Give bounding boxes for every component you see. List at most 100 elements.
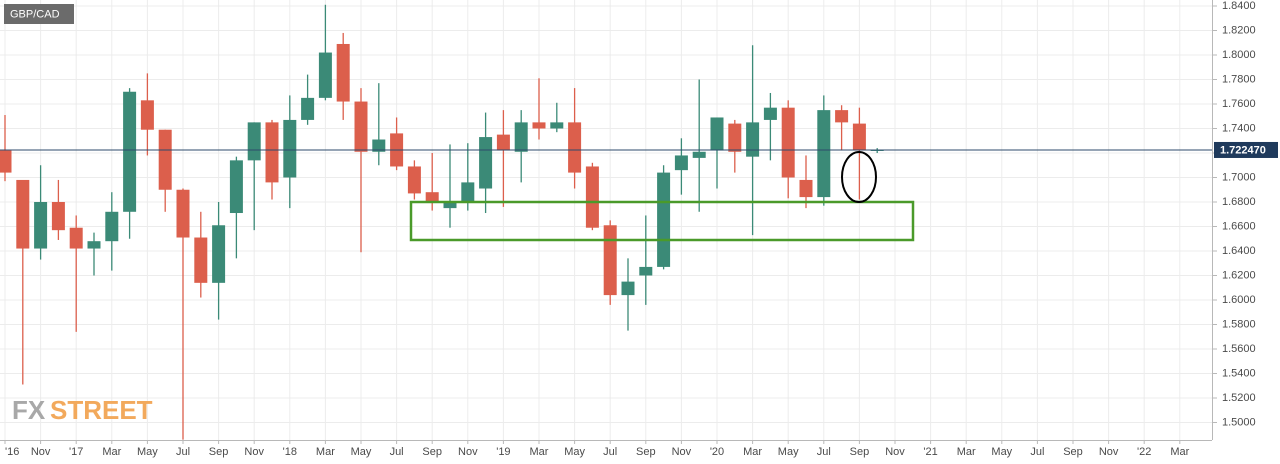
x-tick-label: Jul <box>817 446 831 458</box>
last-price-box <box>1214 141 1278 158</box>
y-tick-label: 1.7400 <box>1222 122 1256 134</box>
y-tick-label: 1.5600 <box>1222 343 1256 355</box>
candle-body <box>301 97 315 120</box>
x-tick-label: Sep <box>209 446 229 458</box>
candle-body <box>425 192 439 202</box>
x-tick-label: Nov <box>1099 446 1119 458</box>
x-tick-label: Nov <box>885 446 905 458</box>
candle-body <box>728 123 742 152</box>
price-axis-background <box>1212 0 1280 464</box>
x-tick-label: Jul <box>1030 446 1044 458</box>
y-tick-label: 1.6600 <box>1222 220 1256 232</box>
axes: 1.8400 1.8200 1.8000 1.7800 1.7600 1.7400 1.72… <box>4 0 1278 458</box>
y-tick-label: 1.5200 <box>1222 392 1256 404</box>
candle-body <box>603 225 617 296</box>
candle-body <box>336 43 350 102</box>
y-tick-label: 1.6000 <box>1222 294 1256 306</box>
candle-body <box>639 266 653 276</box>
last-price-label: 1.722470 <box>1220 144 1266 156</box>
x-tick-label: Sep <box>636 446 656 458</box>
x-tick-label: '16 <box>5 446 19 458</box>
candle-body <box>532 122 546 129</box>
candle-body <box>34 201 48 249</box>
candle-body <box>585 166 599 228</box>
x-tick-label: Jul <box>176 446 190 458</box>
x-tick-label: '21 <box>923 446 937 458</box>
candles <box>0 4 1212 440</box>
y-tick-label: 1.5000 <box>1222 416 1256 428</box>
y-tick-label: 1.8000 <box>1222 49 1256 61</box>
symbol-box <box>4 4 74 24</box>
watermark-street: STREET <box>50 395 153 425</box>
x-tick-label: Sep <box>422 446 442 458</box>
candle-body <box>550 122 564 129</box>
y-tick-label: 1.7600 <box>1222 98 1256 110</box>
candle-body <box>16 179 30 249</box>
x-tick-label: '22 <box>1137 446 1151 458</box>
y-tick-label: 1.8200 <box>1222 24 1256 36</box>
x-tick-label: '18 <box>283 446 297 458</box>
x-tick-label: Mar <box>102 446 121 458</box>
candle-body <box>852 123 866 151</box>
support-zone <box>409 200 915 242</box>
candle-body <box>158 129 172 190</box>
y-tick-label: 1.5400 <box>1222 367 1256 379</box>
x-tick-label: Jul <box>603 446 617 458</box>
y-tick-label: 1.6200 <box>1222 269 1256 281</box>
x-tick-label: May <box>351 446 372 458</box>
candle-body <box>105 211 119 242</box>
candle-body <box>407 166 421 194</box>
y-tick-label: 1.8400 <box>1222 0 1256 12</box>
x-tick-label: Nov <box>31 446 51 458</box>
candle-body <box>123 91 137 212</box>
candle-body <box>835 110 849 123</box>
y-tick-label: 1.5800 <box>1222 318 1256 330</box>
candle-body <box>443 201 457 209</box>
candle-body <box>247 122 261 161</box>
x-tick-label: Sep <box>1063 446 1083 458</box>
candle-body <box>746 122 760 157</box>
symbol-title: GBP/CAD <box>10 8 60 20</box>
candle-body <box>212 225 226 283</box>
candle-body <box>817 110 831 198</box>
candle-body <box>461 182 475 202</box>
x-tick-label: Sep <box>850 446 870 458</box>
candle-body <box>176 189 190 238</box>
candle-body <box>657 172 671 267</box>
x-tick-label: Nov <box>244 446 264 458</box>
x-tick-label: May <box>778 446 799 458</box>
x-tick-label: Mar <box>957 446 976 458</box>
x-tick-label: Mar <box>1170 446 1189 458</box>
candle-body <box>372 139 386 152</box>
x-tick-label: May <box>564 446 585 458</box>
candle-body <box>51 201 65 231</box>
x-tick-label: Mar <box>743 446 762 458</box>
highlight-ellipse <box>841 151 877 203</box>
x-tick-label: Nov <box>458 446 478 458</box>
candle-body <box>799 179 813 198</box>
candle-body <box>140 100 154 130</box>
candle-body <box>194 237 208 283</box>
candle-body <box>568 122 582 173</box>
candle-body <box>514 122 528 152</box>
candle-body <box>763 107 777 120</box>
candle-body <box>496 134 510 151</box>
x-tick-label: Nov <box>672 446 692 458</box>
candle-body <box>87 241 101 249</box>
candle-body <box>692 151 706 158</box>
candle-body <box>318 52 332 98</box>
x-tick-label: Jul <box>390 446 404 458</box>
x-tick-label: Mar <box>530 446 549 458</box>
y-tick-label: 1.6800 <box>1222 196 1256 208</box>
x-tick-label: May <box>991 446 1012 458</box>
candle-body <box>69 227 83 249</box>
x-tick-label: May <box>137 446 158 458</box>
x-tick-label: Mar <box>316 446 335 458</box>
y-tick-label: 1.6400 <box>1222 245 1256 257</box>
candle-body <box>710 117 724 151</box>
candle-body <box>621 281 635 296</box>
x-tick-label: '20 <box>710 446 724 458</box>
candle-body <box>265 122 279 183</box>
